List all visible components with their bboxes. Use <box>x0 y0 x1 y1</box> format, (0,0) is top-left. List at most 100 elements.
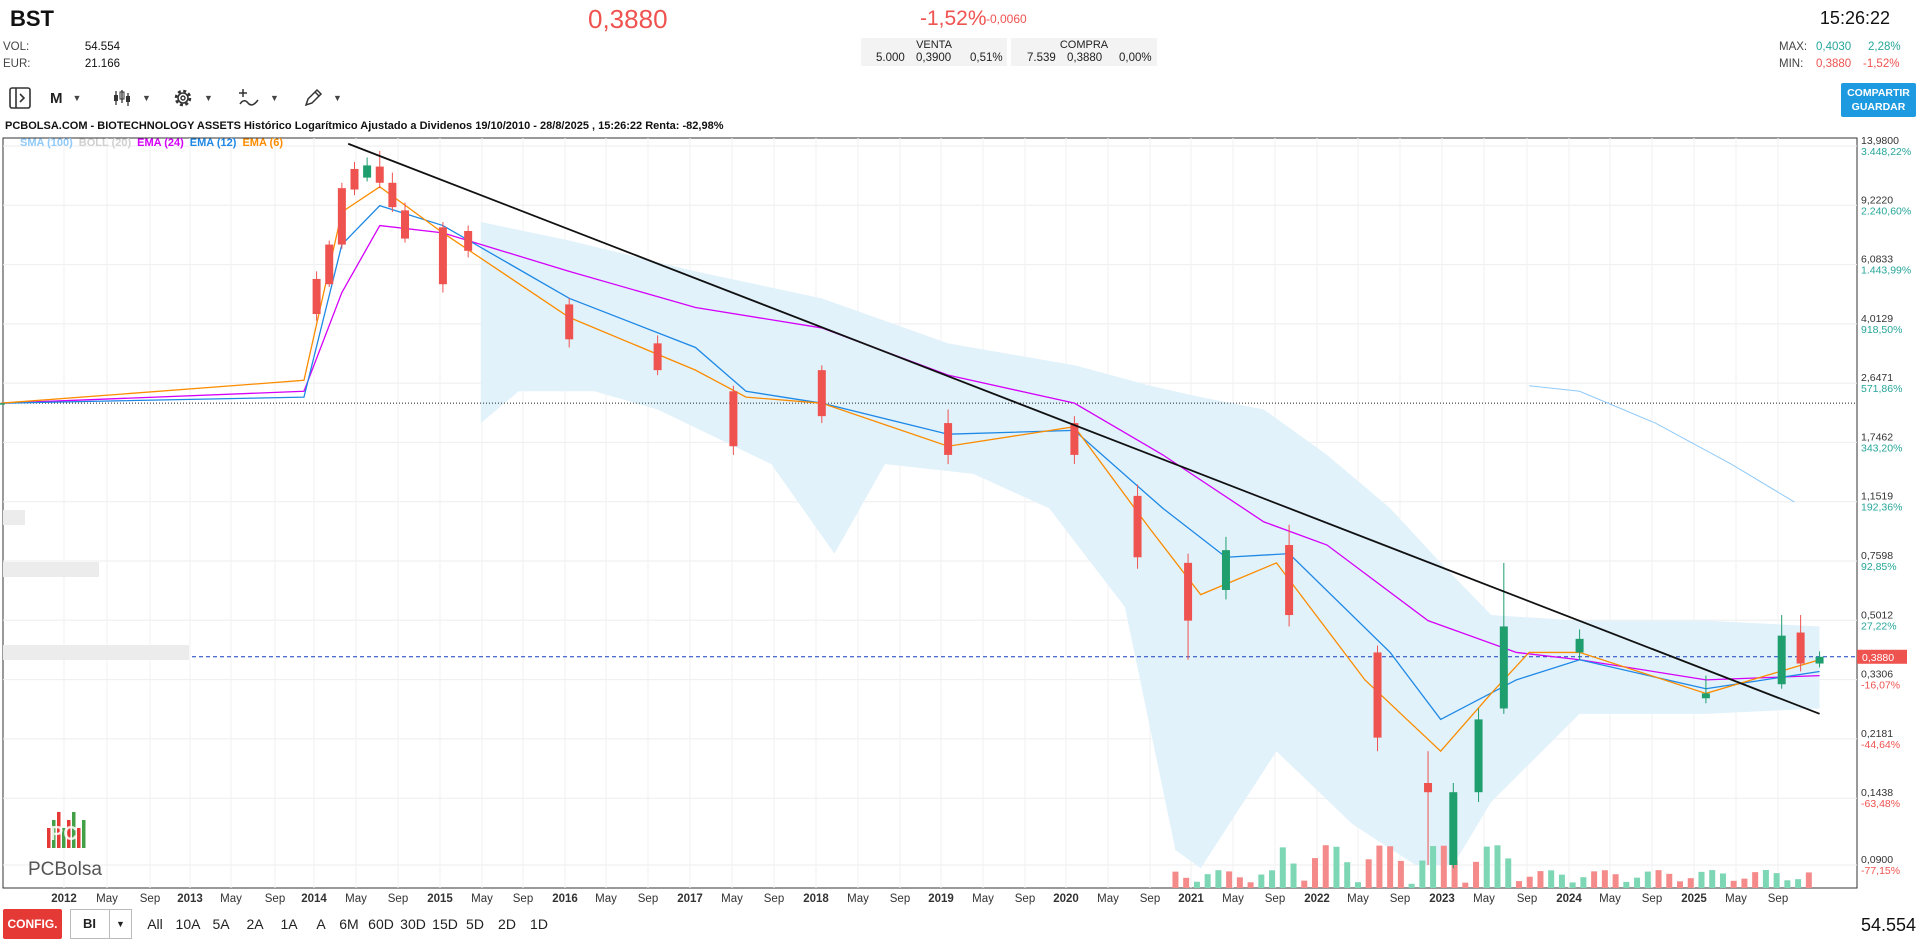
logo-bar <box>72 812 76 848</box>
y-tick-pct: 571,86% <box>1861 383 1902 395</box>
placeholder-bar <box>3 645 189 660</box>
y-tick-price: 1,1519 <box>1861 491 1893 503</box>
legend-item[interactable]: EMA (6) <box>242 137 283 149</box>
y-tick-price: 0,2181 <box>1861 728 1893 740</box>
compra-box: COMPRA 7.539 0,3880 0,00% <box>1011 38 1157 66</box>
sma-100-line <box>1529 385 1795 503</box>
y-tick-pct: -44,64% <box>1861 739 1900 751</box>
candle-body <box>1424 783 1433 793</box>
x-tick-label: Sep <box>1015 893 1035 905</box>
x-tick-label: May <box>1725 893 1747 905</box>
range-2a[interactable]: 2A <box>246 916 264 932</box>
legend-item[interactable]: BOLL (20) <box>78 137 132 149</box>
range-5d[interactable]: 5D <box>466 916 484 932</box>
candle-body <box>817 370 826 417</box>
candle-body <box>438 227 447 285</box>
candle-body <box>1499 626 1508 709</box>
volume-bar <box>1634 877 1641 888</box>
candle-body <box>1285 545 1294 616</box>
plot-area <box>2 137 1858 889</box>
volume-bar <box>1580 877 1587 888</box>
range-6m[interactable]: 6M <box>339 916 359 932</box>
x-tick-label: 2013 <box>177 893 203 905</box>
range-60d[interactable]: 60D <box>368 916 394 932</box>
legend-item[interactable]: EMA (12) <box>189 137 237 149</box>
volume-bar <box>1279 847 1286 888</box>
range-all[interactable]: All <box>147 916 163 932</box>
bottom-bar: CONFIG. BI ▼ All 10A 5A 2A 1A A 6M 60D 30D 15D 5D 2… <box>0 907 1920 943</box>
y-tick-pct: -77,15% <box>1861 865 1900 877</box>
x-tick-label: 2021 <box>1178 893 1204 905</box>
vol-label: VOL: <box>3 41 30 53</box>
range-2d[interactable]: 2D <box>498 916 516 932</box>
panel-toggle-button[interactable] <box>8 84 32 112</box>
range-1a[interactable]: 1A <box>280 916 298 932</box>
range-15d[interactable]: 15D <box>432 916 458 932</box>
candle-body <box>401 210 410 239</box>
indicators-select[interactable]: ▼ <box>238 84 279 112</box>
range-mode-select[interactable]: BI ▼ <box>70 909 132 939</box>
y-tick-pct: 918,50% <box>1861 324 1902 336</box>
candle-body <box>653 343 662 371</box>
volume-bar <box>1236 877 1243 888</box>
x-tick-label: 2017 <box>677 893 703 905</box>
volume-bar <box>1591 871 1598 888</box>
volume-bar <box>1183 877 1190 888</box>
y-tick-price: 0,1438 <box>1861 787 1893 799</box>
range-1d[interactable]: 1D <box>530 916 548 932</box>
drawing-tools-select[interactable]: ▼ <box>303 84 342 112</box>
x-tick-label: Sep <box>265 893 285 905</box>
candle-body <box>325 244 334 285</box>
logo-bar <box>47 828 51 848</box>
candle-body <box>1815 656 1824 664</box>
ticker-symbol: BST <box>10 6 54 31</box>
ema-24-line <box>0 224 1820 681</box>
range-30d[interactable]: 30D <box>400 916 426 932</box>
compra-pct: 0,00% <box>1119 52 1152 64</box>
chart-type-select[interactable]: ▼ <box>112 84 151 112</box>
range-5a[interactable]: 5A <box>212 916 230 932</box>
range-10a[interactable]: 10A <box>175 916 201 932</box>
volume-bar <box>1601 870 1608 888</box>
volume-bar <box>1365 859 1372 888</box>
volume-bar <box>1795 879 1802 888</box>
vol-value: 54.554 <box>84 41 120 53</box>
logo-bar <box>82 820 86 848</box>
volume-bar <box>1805 872 1812 888</box>
candle-body <box>729 391 738 447</box>
volume-bar <box>1376 845 1383 888</box>
y-tick-price: 4,0129 <box>1861 313 1893 325</box>
y-tick-price: 0,3306 <box>1861 669 1893 681</box>
logo-text: PCBolsa <box>28 859 102 880</box>
volume-bar <box>1408 883 1415 888</box>
x-tick-label: 2018 <box>803 893 829 905</box>
candle-body <box>1184 562 1193 621</box>
share-save-button[interactable]: COMPARTIR GUARDAR <box>1841 83 1916 117</box>
x-tick-label: 2014 <box>301 893 327 905</box>
candle-body <box>1070 423 1079 455</box>
period-select[interactable]: M ▼ <box>50 84 81 112</box>
config-button[interactable]: CONFIG. <box>3 909 62 939</box>
indicator-legend: SMA (100) BOLL (20) EMA (24) EMA (12) EMA (6… <box>20 137 289 149</box>
volume-bar <box>1741 878 1748 888</box>
max-pct: 2,28% <box>1868 41 1901 53</box>
last-price: 0,3880 <box>588 4 668 34</box>
volume-bar <box>1526 876 1533 888</box>
legend-item[interactable]: SMA (100) <box>20 137 73 149</box>
x-tick-label: Sep <box>638 893 658 905</box>
x-tick-label: Sep <box>764 893 784 905</box>
candle-body <box>1575 638 1584 653</box>
volume-bar <box>1494 845 1501 888</box>
x-tick-label: Sep <box>1517 893 1537 905</box>
range-a[interactable]: A <box>316 916 326 932</box>
candle-body <box>1133 495 1142 558</box>
y-tick-price: 0,7598 <box>1861 550 1893 562</box>
volume-bar <box>1397 860 1404 888</box>
x-tick-label: 2015 <box>427 893 453 905</box>
legend-item[interactable]: EMA (24) <box>137 137 184 149</box>
volume-bar <box>1247 882 1254 888</box>
volume-bar <box>1719 873 1726 888</box>
settings-select[interactable]: ▼ <box>172 84 213 112</box>
volume-bar <box>1784 880 1791 888</box>
